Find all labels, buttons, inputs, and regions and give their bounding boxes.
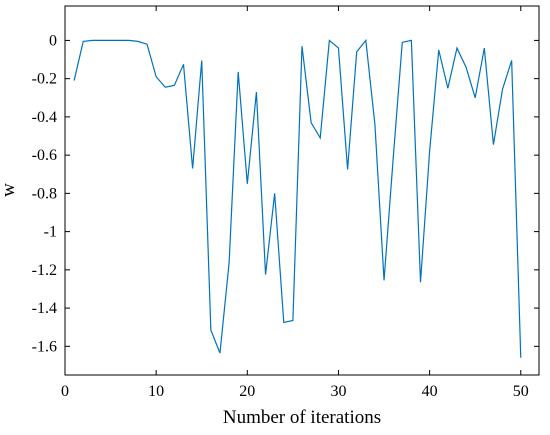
y-tick-label: -0.8	[32, 185, 57, 202]
y-tick-label: -0.4	[32, 109, 57, 126]
x-tick-label: 0	[61, 383, 69, 400]
y-axis-title: w	[0, 183, 19, 197]
series-layer	[73, 38, 522, 358]
y-axis-ticks: 0 -0.2 -0.4 -0.6 -0.8 -1 -1.2 -1.4 -1.6	[32, 32, 539, 355]
x-axis-title: Number of iterations	[223, 407, 381, 428]
series-line	[73, 38, 522, 358]
x-tick-label: 20	[239, 383, 255, 400]
x-tick-label: 40	[422, 383, 438, 400]
y-tick-label: -0.2	[32, 71, 57, 88]
x-tick-label: 10	[148, 383, 164, 400]
y-tick-label: -1.4	[32, 300, 57, 317]
y-tick-label: -0.6	[32, 147, 57, 164]
x-tick-label: 30	[330, 383, 346, 400]
y-tick-label: -1	[44, 224, 57, 241]
y-tick-label: -1.2	[32, 262, 57, 279]
plot-area	[64, 5, 540, 376]
x-axis-ticks: 0 10 20 30 40 50	[61, 6, 529, 400]
y-tick-label: -1.6	[32, 338, 57, 355]
y-tick-label: 0	[49, 32, 57, 49]
x-tick-label: 50	[513, 383, 529, 400]
